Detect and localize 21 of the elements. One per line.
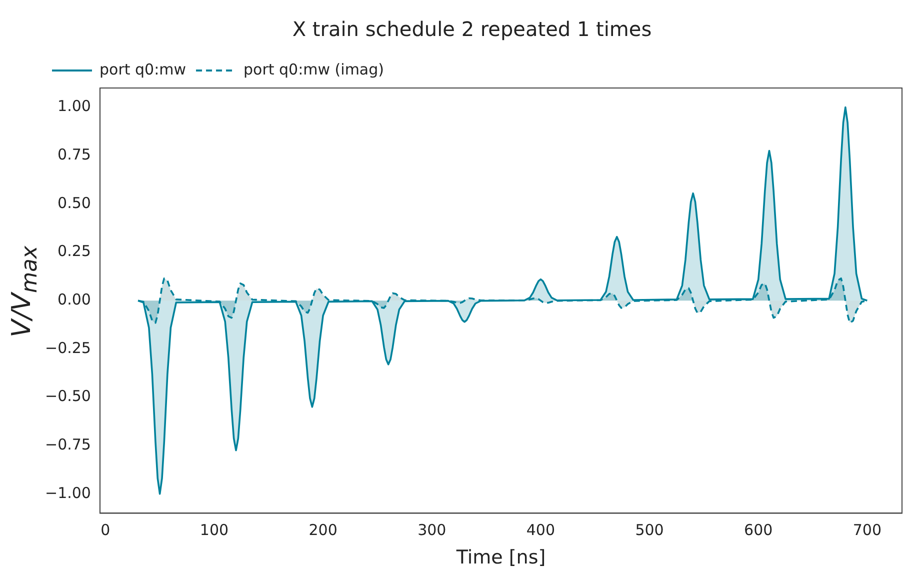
y-tick-label: 0.50	[58, 194, 91, 212]
chart-title: X train schedule 2 repeated 1 times	[292, 17, 652, 42]
x-tick-label: 500	[635, 521, 664, 540]
legend-label: port q0:mw (imag)	[244, 60, 384, 78]
y-tick-label: −0.50	[45, 387, 91, 406]
x-tick-label: 700	[852, 521, 882, 540]
x-tick-label: 600	[744, 521, 773, 540]
x-tick-label: 200	[308, 521, 338, 540]
y-tick-label: 0.00	[58, 290, 91, 308]
y-tick-label: 1.00	[58, 97, 91, 116]
x-tick-label: 0	[100, 521, 110, 540]
y-tick-label: −0.75	[45, 435, 91, 454]
y-tick-label: 0.75	[58, 146, 91, 164]
y-tick-label: −1.00	[45, 484, 91, 502]
legend-label: port q0:mw	[100, 60, 186, 78]
x-axis-title: Time [ns]	[455, 546, 546, 569]
x-tick-label: 300	[418, 521, 446, 540]
y-tick-label: −0.25	[45, 338, 91, 357]
x-tick-label: 100	[200, 521, 229, 540]
x-tick-label: 400	[526, 521, 556, 540]
y-tick-label: 0.25	[58, 242, 91, 260]
